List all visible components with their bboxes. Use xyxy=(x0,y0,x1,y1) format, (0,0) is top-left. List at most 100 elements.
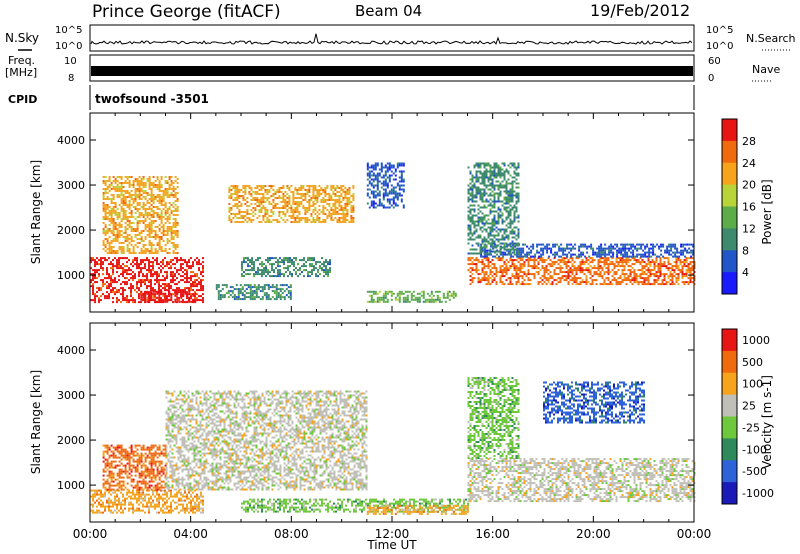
echo-pixel xyxy=(182,279,184,282)
echo-pixel xyxy=(505,206,508,209)
echo-pixel xyxy=(645,279,648,282)
echo-pixel xyxy=(380,176,383,179)
echo-pixel xyxy=(344,207,347,209)
echo-pixel xyxy=(269,271,271,274)
echo-pixel xyxy=(517,172,520,175)
echo-pixel xyxy=(637,259,640,262)
echo-pixel xyxy=(150,250,153,252)
echo-pixel xyxy=(124,202,127,204)
echo-pixel xyxy=(386,300,389,303)
echo-pixel xyxy=(150,188,153,190)
echo-pixel xyxy=(536,249,539,252)
echo-pixel xyxy=(182,293,184,296)
echo-pixel xyxy=(607,279,610,282)
echo-pixel xyxy=(267,259,269,262)
echo-pixel xyxy=(501,273,504,276)
echo-pixel xyxy=(378,202,381,205)
echo-pixel xyxy=(551,265,554,268)
echo-pixel xyxy=(150,273,152,276)
echo-pixel xyxy=(118,176,121,178)
echo-pixel xyxy=(269,257,271,260)
echo-pixel xyxy=(661,265,664,268)
echo-pixel xyxy=(106,297,108,300)
echo-pixel xyxy=(483,182,486,185)
echo-pixel xyxy=(452,296,455,299)
echo-pixel xyxy=(593,279,596,282)
echo-pixel xyxy=(517,252,520,255)
echo-pixel xyxy=(497,194,500,197)
echo-pixel xyxy=(618,247,621,250)
echo-pixel xyxy=(158,240,161,242)
echo-pixel xyxy=(158,294,161,297)
echo-pixel xyxy=(542,253,545,256)
echo-pixel xyxy=(469,198,472,201)
echo-pixel xyxy=(320,193,323,195)
echo-pixel xyxy=(515,267,518,270)
echo-pixel xyxy=(617,261,620,264)
echo-pixel xyxy=(533,267,536,270)
echo-pixel xyxy=(477,224,480,227)
echo-pixel xyxy=(607,263,610,266)
echo-pixel xyxy=(186,269,188,272)
echo-pixel xyxy=(493,279,496,282)
echo-pixel xyxy=(517,267,520,270)
echo-pixel xyxy=(575,281,578,284)
echo-pixel xyxy=(654,245,657,248)
echo-pixel xyxy=(564,253,567,256)
echo-pixel xyxy=(158,230,161,232)
echo-pixel xyxy=(304,209,307,211)
echo-pixel xyxy=(122,204,125,206)
echo-pixel xyxy=(223,284,226,287)
echo-pixel xyxy=(304,211,307,213)
echo-pixel xyxy=(303,269,305,272)
echo-pixel xyxy=(128,242,131,244)
echo-pixel xyxy=(298,217,301,219)
echo-pixel xyxy=(436,290,439,293)
echo-pixel xyxy=(168,186,171,188)
echo-pixel xyxy=(600,247,603,250)
echo-pixel xyxy=(264,209,267,211)
echo-pixel xyxy=(273,286,276,289)
echo-pixel xyxy=(499,230,502,233)
echo-pixel xyxy=(352,219,355,221)
echo-pixel xyxy=(505,259,508,262)
echo-pixel xyxy=(271,269,273,272)
echo-pixel xyxy=(479,220,482,223)
echo-pixel xyxy=(426,298,429,301)
echo-pixel xyxy=(257,296,260,299)
echo-pixel xyxy=(114,214,117,216)
echo-pixel xyxy=(640,253,643,256)
echo-pixel xyxy=(593,265,596,268)
echo-pixel xyxy=(148,218,151,220)
echo-pixel xyxy=(557,281,560,284)
echo-pixel xyxy=(92,259,94,262)
echo-pixel xyxy=(477,269,480,272)
echo-pixel xyxy=(170,192,173,194)
echo-pixel xyxy=(236,187,239,189)
echo-pixel xyxy=(148,234,151,236)
echo-pixel xyxy=(118,194,121,196)
echo-pixel xyxy=(631,277,634,280)
echo-pixel xyxy=(378,174,381,177)
echo-pixel xyxy=(251,259,253,262)
echo-pixel xyxy=(253,286,256,289)
echo-pixel xyxy=(284,221,287,223)
echo-pixel xyxy=(170,287,172,290)
echo-pixel xyxy=(522,247,525,250)
echo-pixel xyxy=(148,178,151,180)
echo-pixel xyxy=(543,269,546,272)
echo-pixel xyxy=(270,221,273,223)
echo-pixel xyxy=(515,281,518,284)
echo-pixel xyxy=(298,193,301,195)
echo-pixel xyxy=(541,257,544,260)
echo-pixel xyxy=(485,244,488,247)
echo-pixel xyxy=(180,263,182,266)
echo-pixel xyxy=(477,164,480,167)
echo-pixel xyxy=(282,195,285,197)
echo-pixel xyxy=(376,186,379,189)
echo-pixel xyxy=(312,219,315,221)
echo-pixel xyxy=(623,259,626,262)
echo-pixel xyxy=(499,186,502,189)
echo-pixel xyxy=(589,269,592,272)
